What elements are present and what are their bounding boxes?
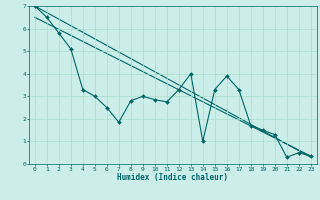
X-axis label: Humidex (Indice chaleur): Humidex (Indice chaleur) [117, 173, 228, 182]
